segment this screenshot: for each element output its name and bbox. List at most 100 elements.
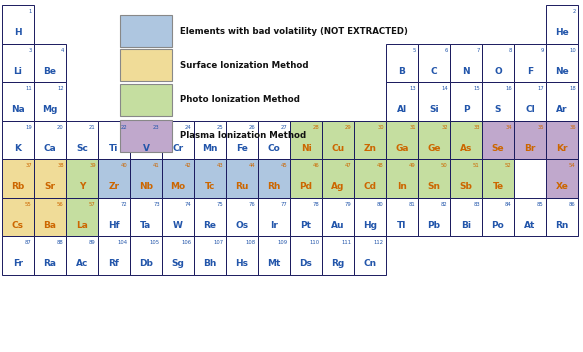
Text: 88: 88	[57, 240, 64, 245]
Bar	[120, 84, 172, 116]
Text: 82: 82	[441, 202, 448, 207]
Text: Ir: Ir	[270, 221, 278, 230]
Text: Pt: Pt	[300, 221, 311, 230]
Text: 4: 4	[61, 48, 64, 53]
Text: Elements with bad volatility (NOT EXTRACTED): Elements with bad volatility (NOT EXTRAC…	[180, 26, 408, 36]
Text: Se: Se	[491, 144, 504, 153]
Text: N: N	[462, 67, 470, 76]
Bar	[354, 159, 386, 197]
Bar	[258, 197, 290, 236]
Bar	[418, 197, 450, 236]
Bar	[386, 159, 418, 197]
Text: Si: Si	[429, 105, 439, 114]
Bar	[194, 120, 226, 159]
Bar	[34, 197, 66, 236]
Bar	[66, 197, 98, 236]
Text: 110: 110	[310, 240, 319, 245]
Text: 31: 31	[409, 125, 416, 130]
Text: Rb: Rb	[12, 182, 24, 191]
Text: 32: 32	[441, 125, 448, 130]
Bar	[482, 82, 514, 120]
Text: 87: 87	[25, 240, 31, 245]
Bar	[130, 120, 162, 159]
Text: Hf: Hf	[108, 221, 120, 230]
Bar	[482, 120, 514, 159]
Text: Hs: Hs	[236, 259, 248, 268]
Text: Tl: Tl	[397, 221, 407, 230]
Text: 6: 6	[444, 48, 448, 53]
Bar	[194, 159, 226, 197]
Text: Ds: Ds	[300, 259, 312, 268]
Bar	[162, 159, 194, 197]
Bar	[514, 44, 546, 82]
Text: 25: 25	[217, 125, 224, 130]
Text: Db: Db	[139, 259, 153, 268]
Text: 78: 78	[313, 202, 319, 207]
Text: 30: 30	[377, 125, 384, 130]
Text: 54: 54	[569, 163, 576, 168]
Text: Nb: Nb	[139, 182, 153, 191]
Text: 77: 77	[281, 202, 288, 207]
Text: V: V	[142, 144, 149, 153]
Bar	[194, 197, 226, 236]
Text: 76: 76	[249, 202, 256, 207]
Text: Sg: Sg	[171, 259, 184, 268]
Text: 5: 5	[412, 48, 416, 53]
Text: 2: 2	[573, 10, 576, 14]
Text: Sc: Sc	[76, 144, 88, 153]
Bar	[546, 44, 578, 82]
Text: P: P	[463, 105, 469, 114]
Bar	[482, 159, 514, 197]
Bar	[162, 236, 194, 275]
Text: Cu: Cu	[332, 144, 345, 153]
Text: Bh: Bh	[203, 259, 217, 268]
Text: Li: Li	[13, 67, 22, 76]
Text: 80: 80	[377, 202, 384, 207]
Bar	[2, 120, 34, 159]
Bar	[290, 197, 322, 236]
Text: Rn: Rn	[556, 221, 568, 230]
Text: Rf: Rf	[108, 259, 120, 268]
Text: 22: 22	[121, 125, 128, 130]
Text: O: O	[494, 67, 502, 76]
Text: He: He	[555, 28, 569, 37]
Text: 44: 44	[249, 163, 256, 168]
Text: 112: 112	[374, 240, 384, 245]
Text: 48: 48	[377, 163, 384, 168]
Text: Mo: Mo	[170, 182, 185, 191]
Text: Fe: Fe	[236, 144, 248, 153]
Bar	[418, 82, 450, 120]
Text: Au: Au	[331, 221, 345, 230]
Text: Rg: Rg	[331, 259, 345, 268]
Text: Rh: Rh	[268, 182, 280, 191]
Text: 55: 55	[25, 202, 31, 207]
Text: 18: 18	[569, 87, 576, 92]
Text: 43: 43	[217, 163, 224, 168]
Bar	[514, 197, 546, 236]
Bar	[34, 82, 66, 120]
Bar	[418, 44, 450, 82]
Text: 46: 46	[313, 163, 319, 168]
Bar	[162, 120, 194, 159]
Bar	[450, 82, 482, 120]
Text: 33: 33	[473, 125, 480, 130]
Bar	[226, 197, 258, 236]
Bar	[120, 49, 172, 81]
Text: 16: 16	[505, 87, 512, 92]
Text: 26: 26	[249, 125, 256, 130]
Text: S: S	[495, 105, 501, 114]
Text: 10: 10	[569, 48, 576, 53]
Bar	[290, 120, 322, 159]
Text: 27: 27	[281, 125, 288, 130]
Text: Cd: Cd	[363, 182, 377, 191]
Text: Fr: Fr	[13, 259, 23, 268]
Text: 111: 111	[342, 240, 352, 245]
Bar	[290, 159, 322, 197]
Bar	[2, 44, 34, 82]
Text: Mn: Mn	[202, 144, 217, 153]
Bar	[98, 197, 130, 236]
Text: Hg: Hg	[363, 221, 377, 230]
Text: 56: 56	[57, 202, 64, 207]
Text: B: B	[399, 67, 405, 76]
Bar	[546, 159, 578, 197]
